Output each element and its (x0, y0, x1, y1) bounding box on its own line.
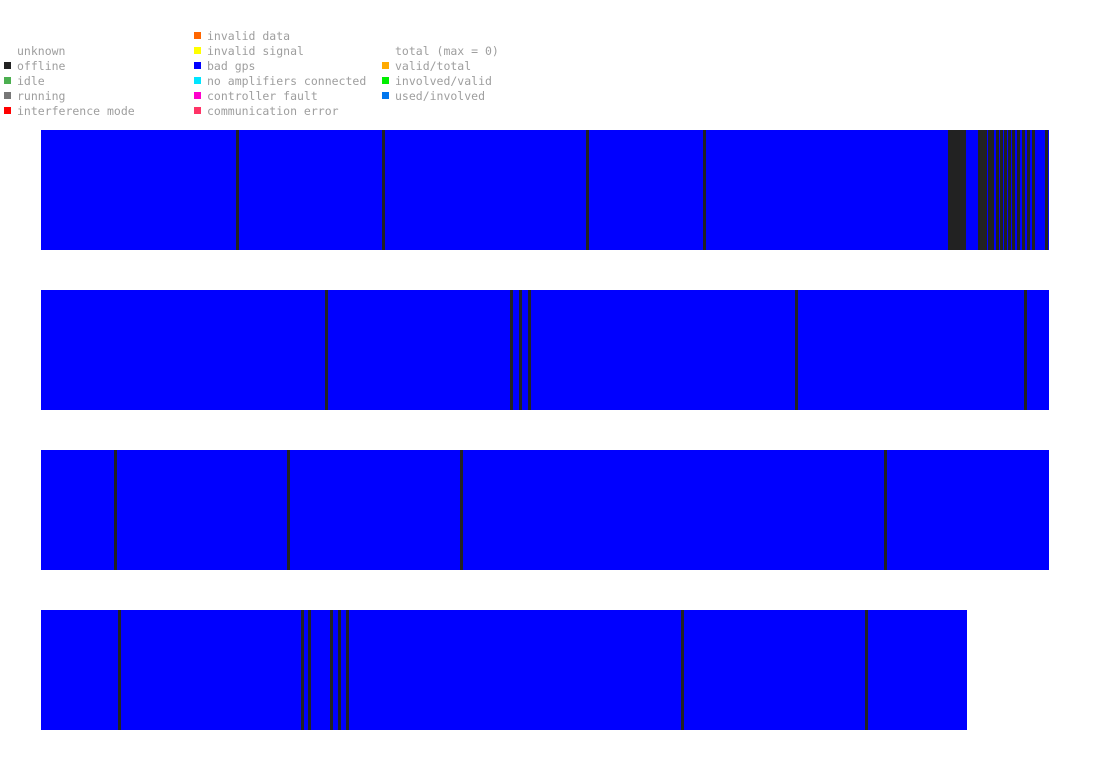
legend-label: communication error (207, 104, 339, 118)
legend-swatch (382, 92, 389, 99)
offline-segment (330, 610, 333, 730)
offline-segment (954, 130, 957, 250)
offline-segment (795, 290, 798, 410)
offline-segment (996, 130, 999, 250)
legend-swatch (194, 107, 201, 114)
offline-segment (1045, 130, 1048, 250)
offline-segment (1000, 130, 1003, 250)
legend-swatch (4, 107, 11, 114)
timeline-2 (41, 290, 1049, 410)
legend-swatch (194, 77, 201, 84)
legend-label: total (max = 0) (395, 44, 499, 58)
offline-segment (960, 130, 963, 250)
offline-segment (984, 130, 987, 250)
offline-segment (1008, 130, 1011, 250)
legend-label: invalid data (207, 29, 291, 43)
offline-segment (114, 450, 117, 570)
legend-swatch (382, 62, 389, 69)
offline-segment (703, 130, 706, 250)
legend-label: idle (17, 74, 45, 88)
offline-segment (1012, 130, 1015, 250)
offline-segment (681, 610, 684, 730)
offline-segment (338, 610, 341, 730)
offline-segment (1022, 130, 1025, 250)
offline-segment (978, 130, 981, 250)
legend-swatch (4, 62, 11, 69)
timeline-4 (41, 610, 967, 730)
offline-segment (991, 130, 994, 250)
offline-segment (948, 130, 951, 250)
offline-segment (460, 450, 463, 570)
legend-label: controller fault (207, 89, 318, 103)
timeline-3 (41, 450, 1049, 570)
legend-label: interference mode (17, 104, 135, 118)
offline-segment (957, 130, 960, 250)
offline-segment (586, 130, 589, 250)
legend-swatch (194, 47, 201, 54)
offline-segment (287, 450, 290, 570)
offline-segment (988, 130, 991, 250)
legend-label: no amplifiers connected (207, 74, 367, 88)
offline-segment (346, 610, 349, 730)
legend-label: bad gps (207, 59, 256, 73)
offline-segment (528, 290, 531, 410)
legend-label: involved/valid (395, 74, 492, 88)
legend-swatch (4, 77, 11, 84)
legend-label: offline (17, 59, 66, 73)
legend-swatch (194, 32, 201, 39)
offline-segment (301, 610, 304, 730)
offline-segment (1032, 130, 1035, 250)
offline-segment (1004, 130, 1007, 250)
legend-swatch (194, 92, 201, 99)
offline-segment (951, 130, 954, 250)
offline-segment (884, 450, 887, 570)
legend-label: invalid signal (207, 44, 304, 58)
legend-label: unknown (17, 44, 66, 58)
offline-segment (1017, 130, 1020, 250)
offline-segment (1027, 130, 1030, 250)
legend-label: running (17, 89, 66, 103)
offline-segment (865, 610, 868, 730)
legend-swatch (382, 77, 389, 84)
legend-swatch (4, 92, 11, 99)
legend-label: valid/total (395, 59, 472, 73)
offline-segment (519, 290, 522, 410)
offline-segment (325, 290, 328, 410)
offline-segment (1024, 290, 1027, 410)
offline-segment (308, 610, 311, 730)
offline-segment (236, 130, 239, 250)
offline-segment (382, 130, 385, 250)
timeline-1 (41, 130, 1049, 250)
offline-segment (510, 290, 513, 410)
legend-swatch (194, 62, 201, 69)
legend-label: used/involved (395, 89, 486, 103)
offline-segment (118, 610, 121, 730)
offline-segment (963, 130, 966, 250)
offline-segment (981, 130, 984, 250)
